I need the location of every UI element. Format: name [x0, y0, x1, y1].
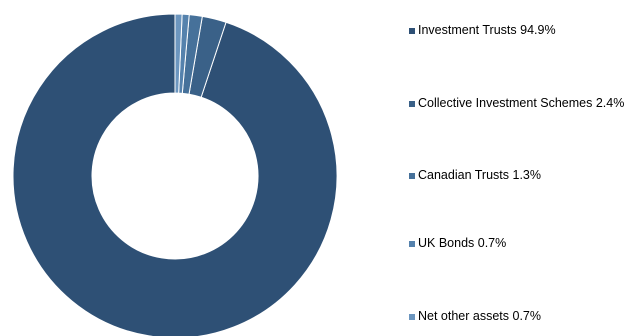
donut-slice-4	[174, 13, 183, 94]
legend-label: UK Bonds 0.7%	[418, 236, 507, 250]
legend-item-net-other-assets: Net other assets 0.7%	[409, 309, 626, 324]
legend-label: Canadian Trusts 1.3%	[418, 168, 541, 182]
legend-swatch	[409, 101, 415, 107]
legend-swatch	[409, 314, 415, 320]
legend-label: Collective Investment Schemes 2.4%	[418, 96, 625, 110]
donut-slice-0	[12, 13, 338, 336]
legend-swatch	[409, 28, 415, 34]
legend-item-investment-trusts: Investment Trusts 94.9%	[409, 23, 626, 38]
legend-swatch	[409, 173, 415, 179]
legend-item-uk-bonds: UK Bonds 0.7%	[409, 236, 626, 251]
legend-item-canadian-trusts: Canadian Trusts 1.3%	[409, 168, 626, 183]
legend-label: Investment Trusts 94.9%	[418, 23, 556, 37]
legend-label: Net other assets 0.7%	[418, 309, 541, 323]
legend-swatch	[409, 241, 415, 247]
legend-item-collective-investment-schemes: Collective Investment Schemes 2.4%	[409, 96, 626, 111]
donut-chart	[12, 13, 338, 336]
legend: Investment Trusts 94.9% Collective Inves…	[409, 0, 626, 336]
